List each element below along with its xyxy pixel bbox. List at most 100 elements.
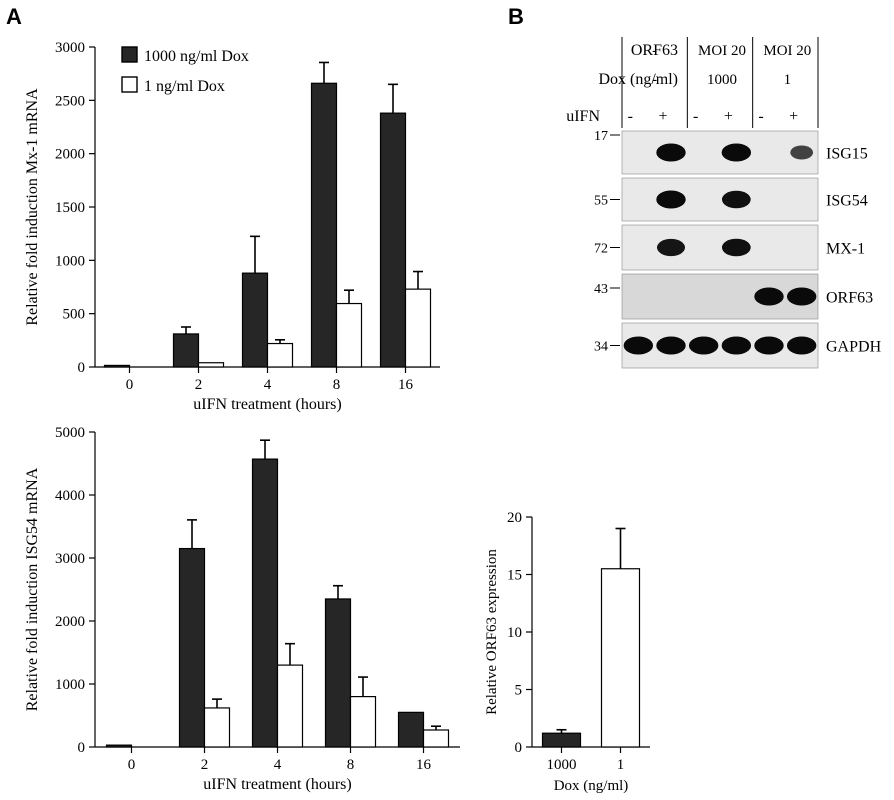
blot-group-label: MOI 20 — [763, 43, 811, 59]
uifn-lane-sign: + — [789, 108, 798, 125]
orf63-chart: 0 5 10 15 20 1000 1 Dox (ng/ml) Relative ORF63 e… — [484, 510, 650, 794]
blot-band — [721, 190, 751, 209]
y-axis-label: Relative ORF63 expression — [484, 549, 500, 715]
blot-group-label: 1 — [784, 72, 792, 88]
bar — [404, 288, 432, 368]
legend-swatch — [121, 76, 138, 93]
bar — [349, 695, 377, 748]
y-tick-label: 2500 — [55, 93, 85, 109]
bar — [103, 364, 131, 368]
blot-strip — [621, 224, 819, 271]
y-tick-label: 4000 — [55, 488, 85, 504]
bar — [203, 707, 231, 748]
mx1-chart: 0 500 1000 1500 2000 2500 3000 0 2 4 8 16 uIFN treat… — [24, 40, 440, 413]
x-tick-label: 1 — [617, 757, 625, 773]
panel-label-b: B — [508, 4, 524, 29]
blot-strip — [621, 130, 819, 175]
mw-marker-label: 72 — [594, 242, 608, 257]
bar — [379, 112, 407, 368]
blot-band — [721, 238, 751, 257]
x-tick-label: 2 — [195, 377, 203, 393]
blot-strip — [621, 322, 819, 369]
blot-band — [754, 336, 784, 355]
blot-band — [754, 287, 784, 306]
blot-group-label: - — [652, 43, 657, 59]
mw-marker-label: 43 — [594, 282, 608, 297]
mw-marker-label: 34 — [594, 340, 608, 355]
blot-band — [786, 336, 817, 355]
x-tick-label: 2 — [201, 757, 209, 773]
legend-entry: 1 ng/ml Dox — [144, 78, 225, 95]
bar — [335, 302, 363, 368]
y-tick-label: 1000 — [55, 253, 85, 269]
blot-strip — [621, 177, 819, 222]
bar — [324, 598, 352, 748]
x-tick-label: 16 — [398, 377, 414, 393]
bar — [541, 732, 582, 748]
x-tick-label: 1000 — [547, 757, 577, 773]
bar — [600, 568, 641, 748]
y-tick-label: 20 — [507, 510, 522, 526]
x-tick-label: 0 — [126, 377, 134, 393]
blot-group-label: MOI 20 — [698, 43, 746, 59]
legend-swatch — [121, 46, 138, 63]
legend-entry: 1000 ng/ml Dox — [144, 48, 249, 65]
bar — [178, 547, 206, 748]
bar — [172, 333, 200, 368]
blot-group-label: - — [652, 72, 657, 88]
y-tick-label: 2000 — [55, 147, 85, 163]
x-tick-label: 4 — [274, 757, 282, 773]
y-axis-label: Relative fold induction Mx-1 mRNA — [24, 88, 41, 326]
y-tick-label: 3000 — [55, 40, 85, 56]
bar — [397, 711, 425, 748]
blot-band — [786, 287, 817, 306]
y-tick-label: 2000 — [55, 614, 85, 630]
y-tick-label: 0 — [78, 740, 86, 756]
uifn-label: uIFN — [566, 108, 600, 125]
panel-label-a: A — [6, 4, 22, 29]
mw-marker-label: 17 — [594, 129, 608, 144]
y-axis-label: Relative fold induction ISG54 mRNA — [24, 467, 41, 711]
x-axis-label: uIFN treatment (hours) — [193, 396, 341, 413]
blot-band — [623, 336, 654, 355]
uifn-lane-sign: - — [628, 108, 633, 125]
uifn-lane-sign: + — [724, 108, 733, 125]
bar — [310, 82, 338, 368]
bar — [266, 342, 294, 368]
x-tick-label: 16 — [416, 757, 432, 773]
y-tick-label: 1500 — [55, 200, 85, 216]
y-tick-label: 5000 — [55, 425, 85, 441]
bar — [197, 362, 225, 368]
bar — [105, 744, 133, 748]
y-tick-label: 0 — [78, 360, 86, 376]
blot-band — [656, 238, 686, 257]
bar — [241, 272, 269, 368]
band-name: ORF63 — [826, 290, 873, 307]
y-tick-label: 5 — [515, 683, 523, 699]
y-tick-label: 500 — [63, 307, 86, 323]
blot-header-label: ORF63 — [631, 42, 678, 59]
x-tick-label: 0 — [128, 757, 136, 773]
bar — [251, 458, 279, 748]
blot-group-label: 1000 — [707, 72, 737, 88]
x-tick-label: 8 — [333, 377, 341, 393]
x-tick-label: 4 — [264, 377, 272, 393]
blot-band — [721, 143, 752, 162]
blot-band — [721, 336, 752, 355]
mw-marker-label: 55 — [594, 194, 608, 209]
x-axis-label: Dox (ng/ml) — [554, 778, 629, 794]
blot-strip — [621, 273, 819, 320]
blot-band — [656, 143, 686, 162]
blot-band — [656, 336, 686, 355]
blot-band — [656, 190, 686, 209]
uifn-lane-sign: + — [658, 108, 667, 125]
blot-header-label: Dox (ng/ml) — [598, 71, 678, 88]
y-tick-label: 10 — [507, 625, 522, 641]
bar — [276, 664, 304, 748]
blot-band — [688, 336, 719, 355]
band-name: ISG15 — [826, 146, 868, 163]
band-name: ISG54 — [826, 193, 868, 210]
band-name: GAPDH — [826, 339, 882, 356]
y-tick-label: 15 — [507, 568, 522, 584]
